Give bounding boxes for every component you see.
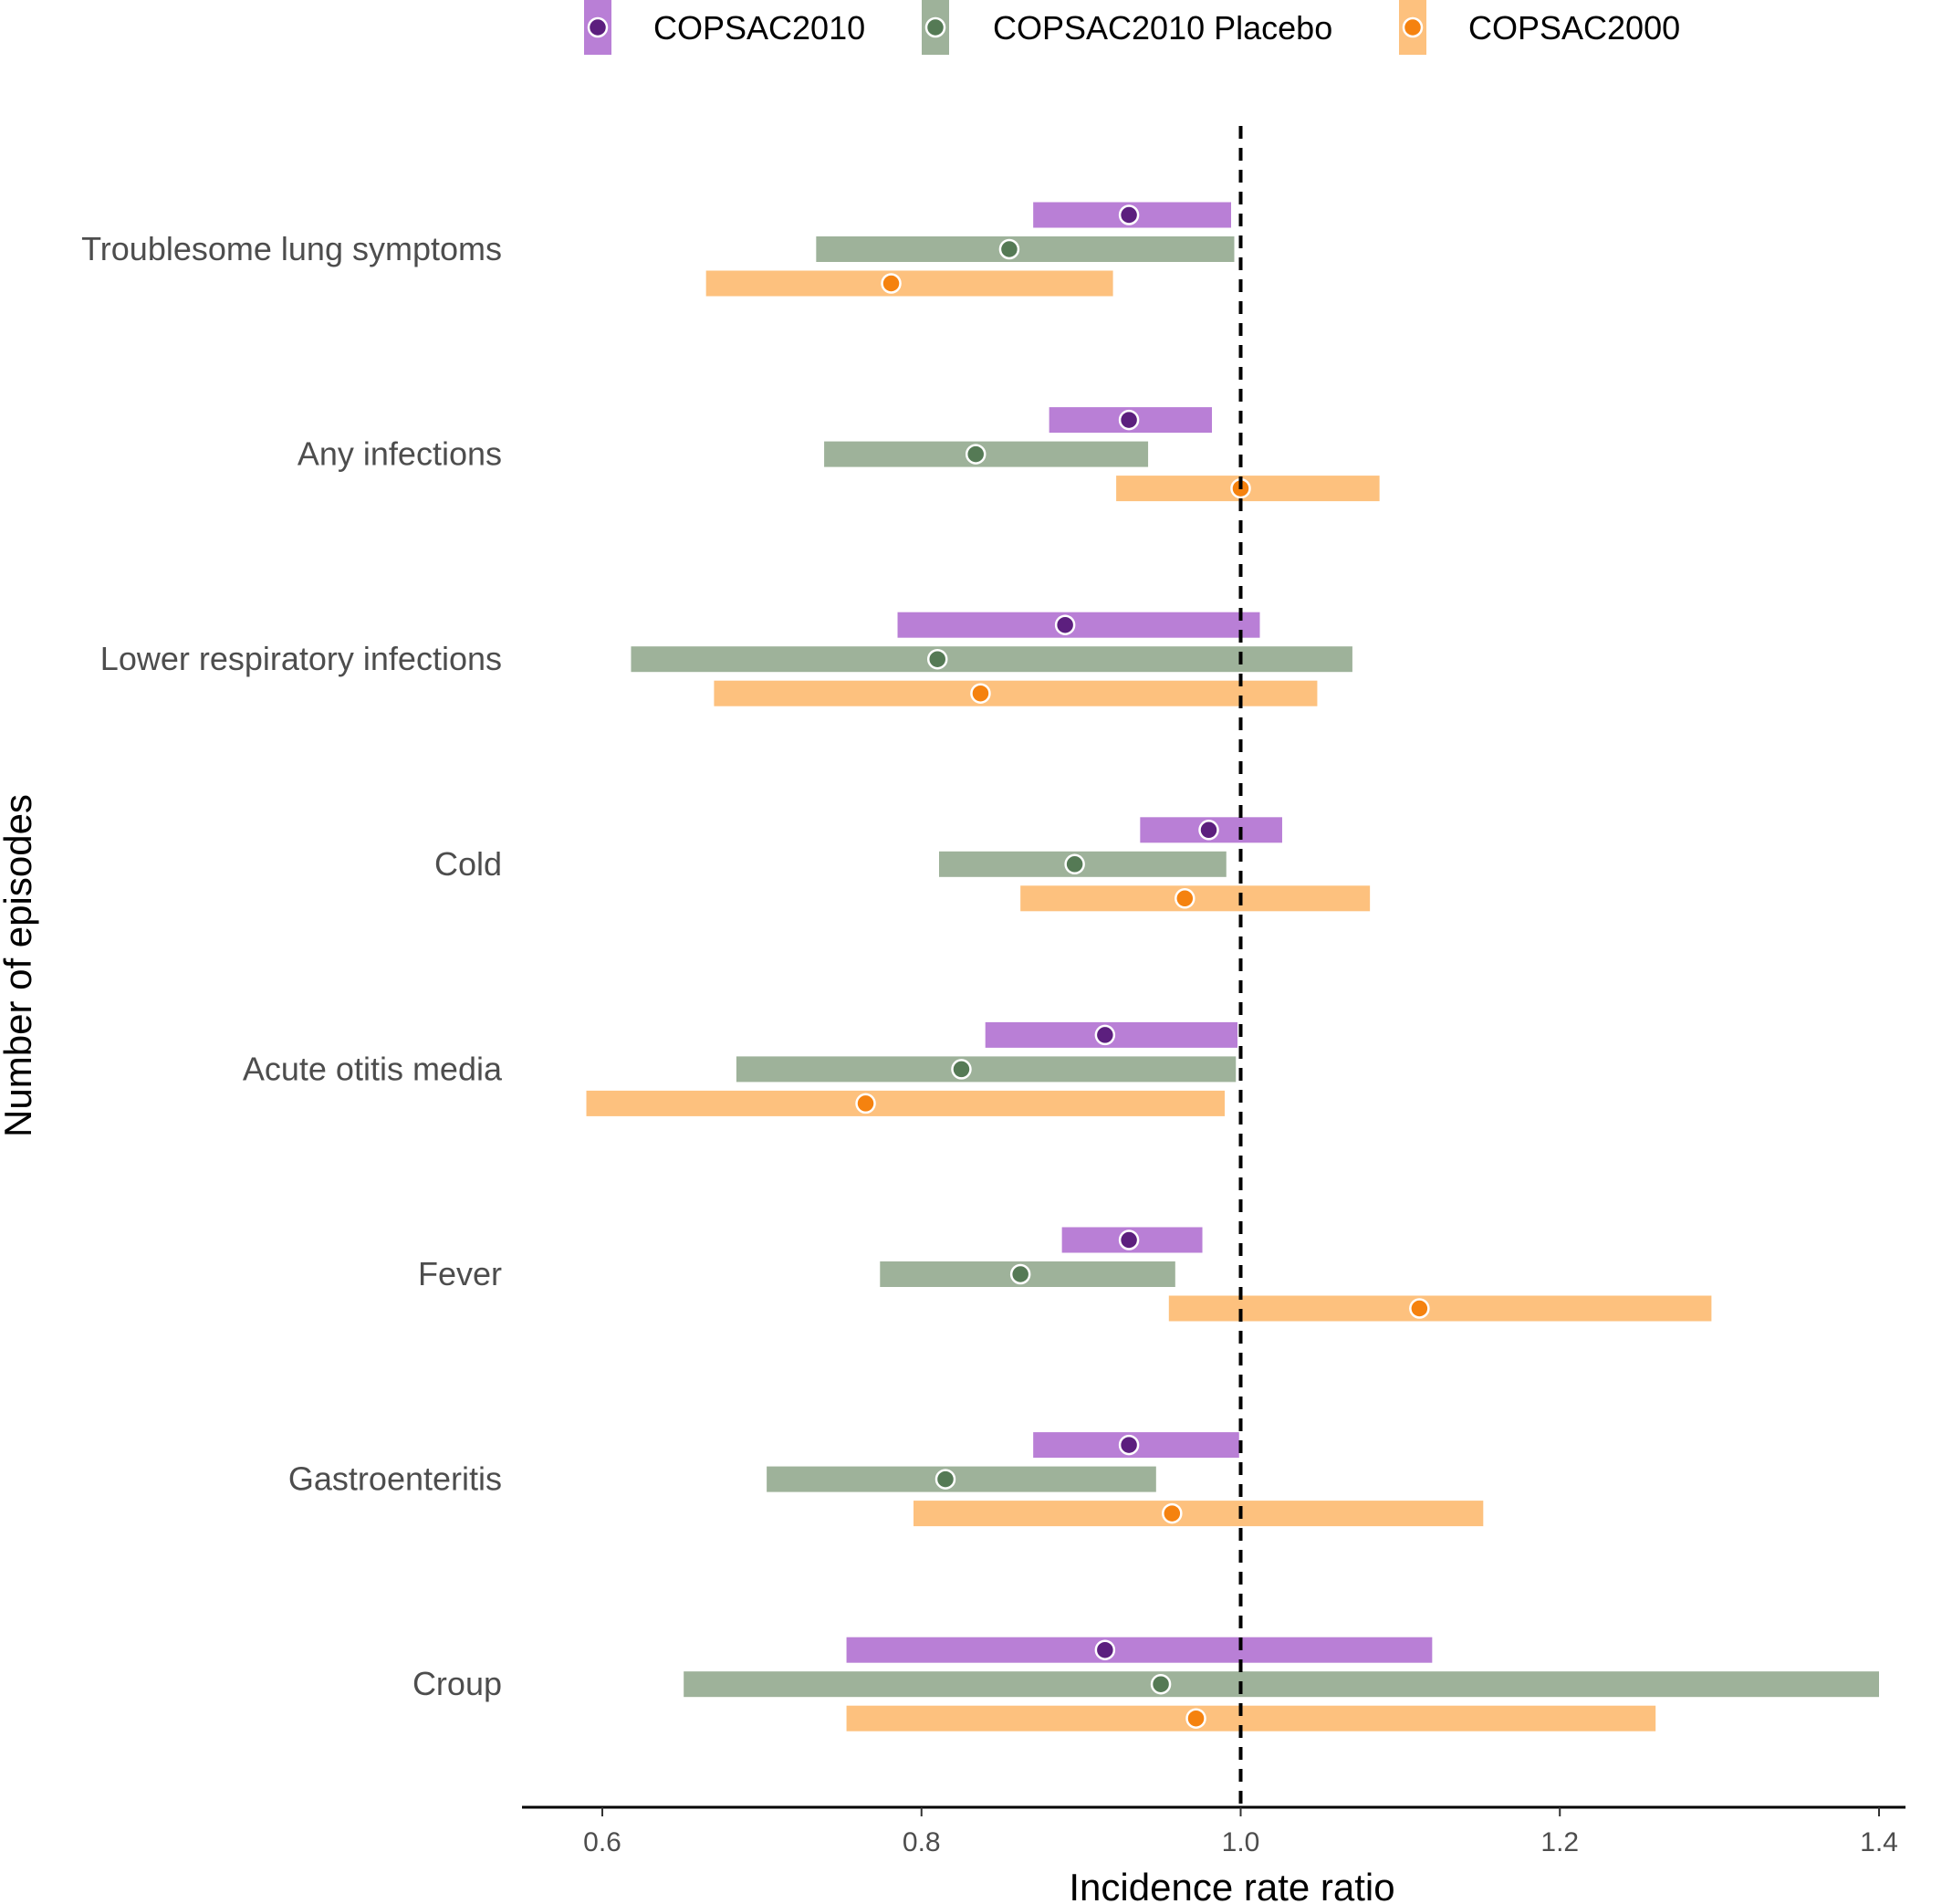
- estimate-point-copsac2010-placebo-gastroenteritis: [934, 1469, 956, 1490]
- category-label-cold: Cold: [434, 845, 502, 883]
- category-label-lower-respiratory-infections: Lower respiratory infections: [100, 640, 502, 677]
- legend-label: COPSAC2000: [1468, 9, 1680, 47]
- x-axis-title: Incidence rate ratio: [1069, 1866, 1394, 1904]
- estimate-point-copsac2010-placebo-troublesome-lung-symptoms: [998, 238, 1020, 260]
- x-axis: 0.6 0.8 1.0 1.2 1.4: [522, 1805, 1905, 1857]
- x-tick-label: 0.8: [903, 1827, 941, 1857]
- estimate-point-copsac2010-placebo-fever: [1009, 1263, 1031, 1285]
- x-tick-label: 1.0: [1222, 1827, 1260, 1857]
- ci-bar-copsac2010-placebo-lower-respiratory-infections: [631, 646, 1352, 673]
- ci-bar-copsac2010-placebo-troublesome-lung-symptoms: [816, 236, 1235, 262]
- estimate-point-copsac2010-placebo-acute-otitis-media: [951, 1059, 972, 1080]
- x-tick-label: 1.4: [1860, 1827, 1898, 1857]
- legend-label: COPSAC2010 Placebo: [993, 9, 1332, 47]
- estimate-point-copsac2010-placebo-lower-respiratory-infections: [926, 648, 948, 670]
- ci-bar-copsac2000-cold: [1020, 885, 1371, 912]
- estimate-point-copsac2000-croup: [1185, 1708, 1206, 1729]
- legend: COPSAC2010 COPSAC2010 Placebo COPSAC2000: [584, 0, 1680, 55]
- legend-key-point: [587, 16, 609, 38]
- ci-bar-copsac2000-acute-otitis-media: [586, 1090, 1226, 1116]
- estimate-point-copsac2000-cold: [1175, 888, 1195, 909]
- ci-bar-copsac2010-placebo-croup: [684, 1671, 1879, 1698]
- estimate-point-copsac2000-acute-otitis-media: [855, 1093, 876, 1114]
- y-axis-title: Number of episodes: [0, 794, 39, 1137]
- category-label-fever: Fever: [418, 1255, 502, 1292]
- ci-bar-copsac2010-placebo-any-infections: [824, 441, 1149, 467]
- category-label-troublesome-lung-symptoms: Troublesome lung symptoms: [81, 230, 502, 267]
- estimate-point-copsac2010-croup: [1094, 1639, 1116, 1660]
- estimate-point-copsac2010-lower-respiratory-infections: [1054, 614, 1076, 635]
- legend-key-point: [924, 16, 946, 38]
- ci-bar-copsac2010-placebo-acute-otitis-media: [736, 1056, 1237, 1083]
- ci-bar-copsac2000-gastroenteritis: [914, 1501, 1484, 1527]
- legend-key-point: [1402, 16, 1424, 38]
- x-tick-label: 0.6: [583, 1827, 621, 1857]
- category-label-gastroenteritis: Gastroenteritis: [288, 1460, 502, 1498]
- ci-bar-copsac2010-placebo-gastroenteritis: [767, 1466, 1156, 1492]
- estimate-point-copsac2010-any-infections: [1118, 409, 1140, 431]
- estimate-point-copsac2000-lower-respiratory-infections: [970, 683, 991, 704]
- estimate-point-copsac2000-fever: [1409, 1298, 1430, 1319]
- estimate-point-copsac2010-fever: [1118, 1229, 1140, 1250]
- ci-bar-copsac2000-troublesome-lung-symptoms: [705, 270, 1113, 297]
- estimate-point-copsac2010-placebo-any-infections: [965, 444, 987, 465]
- estimate-point-copsac2000-gastroenteritis: [1162, 1502, 1183, 1524]
- ci-bar-copsac2000-croup: [846, 1705, 1656, 1731]
- estimate-point-copsac2010-troublesome-lung-symptoms: [1118, 204, 1140, 225]
- estimate-point-copsac2010-placebo-croup: [1150, 1673, 1172, 1695]
- legend-item-copsac2010: COPSAC2010: [584, 0, 865, 55]
- x-tick-label: 1.2: [1540, 1827, 1579, 1857]
- legend-label: COPSAC2010: [653, 9, 865, 47]
- ci-bar-copsac2000-fever: [1168, 1295, 1712, 1322]
- ci-bar-copsac2010-lower-respiratory-infections: [897, 612, 1260, 638]
- category-labels: Troublesome lung symptoms Any infections L…: [81, 230, 503, 1702]
- category-label-croup: Croup: [412, 1665, 502, 1702]
- ci-bar-copsac2000-lower-respiratory-infections: [714, 680, 1318, 706]
- estimate-point-copsac2010-gastroenteritis: [1118, 1434, 1140, 1456]
- plot-area: [586, 126, 1879, 1807]
- ci-bar-copsac2010-croup: [846, 1637, 1433, 1663]
- estimate-point-copsac2000-troublesome-lung-symptoms: [881, 273, 902, 294]
- legend-item-copsac2010-placebo: COPSAC2010 Placebo: [922, 0, 1332, 55]
- estimate-point-copsac2010-cold: [1198, 820, 1219, 841]
- category-label-acute-otitis-media: Acute otitis media: [243, 1050, 503, 1087]
- estimate-point-copsac2010-placebo-cold: [1064, 853, 1085, 875]
- legend-item-copsac2000: COPSAC2000: [1399, 0, 1680, 55]
- category-label-any-infections: Any infections: [298, 435, 502, 473]
- estimate-point-copsac2010-acute-otitis-media: [1094, 1024, 1116, 1046]
